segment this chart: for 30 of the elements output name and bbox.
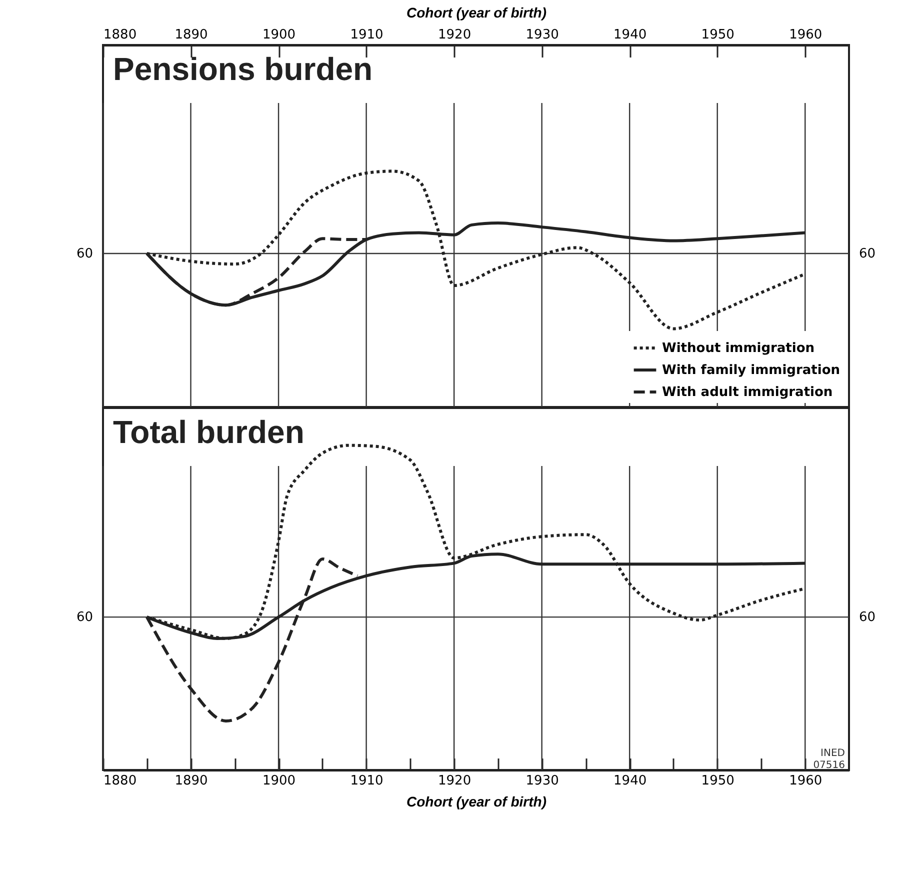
text: 60 xyxy=(859,246,876,262)
x-tick-label: 1960 xyxy=(789,28,822,42)
x-tick-label: 1880 xyxy=(104,774,137,788)
x-tick-label: 1930 xyxy=(526,774,559,788)
text: 60 xyxy=(859,610,876,626)
x-tick-label: 1930 xyxy=(526,28,559,42)
x-tick-label: 1940 xyxy=(614,28,647,42)
x-tick-label: 1900 xyxy=(262,28,296,42)
legend-label: With family immigration xyxy=(662,363,840,378)
x-axis-title: Cohort (year of birth) xyxy=(406,4,547,20)
x-tick-label: 1910 xyxy=(350,774,384,788)
x-tick-label: 1890 xyxy=(174,774,208,788)
annotation: INED 07516 xyxy=(813,748,846,771)
chart-title: Pensions burden xyxy=(113,51,373,87)
text: 60 xyxy=(76,610,93,626)
x-tick-label: 1960 xyxy=(789,774,822,788)
x-tick-label: 1880 xyxy=(104,28,137,42)
x-tick-label: 1950 xyxy=(701,28,734,42)
x-tick-label: 1910 xyxy=(350,28,384,42)
x-tick-label: 1950 xyxy=(701,774,734,788)
x-tick-label: 1890 xyxy=(174,28,208,42)
legend-label: Without immigration xyxy=(662,341,815,356)
text: 60 xyxy=(76,246,93,262)
x-tick-label: 1900 xyxy=(262,774,296,788)
legend-label: With adult immigration xyxy=(662,385,833,400)
x-axis-title: Cohort (year of birth) xyxy=(406,794,547,810)
chart-title: Total burden xyxy=(113,414,304,450)
x-tick-label: 1920 xyxy=(438,774,472,788)
x-tick-label: 1940 xyxy=(614,774,647,788)
x-tick-label: 1920 xyxy=(438,28,472,42)
